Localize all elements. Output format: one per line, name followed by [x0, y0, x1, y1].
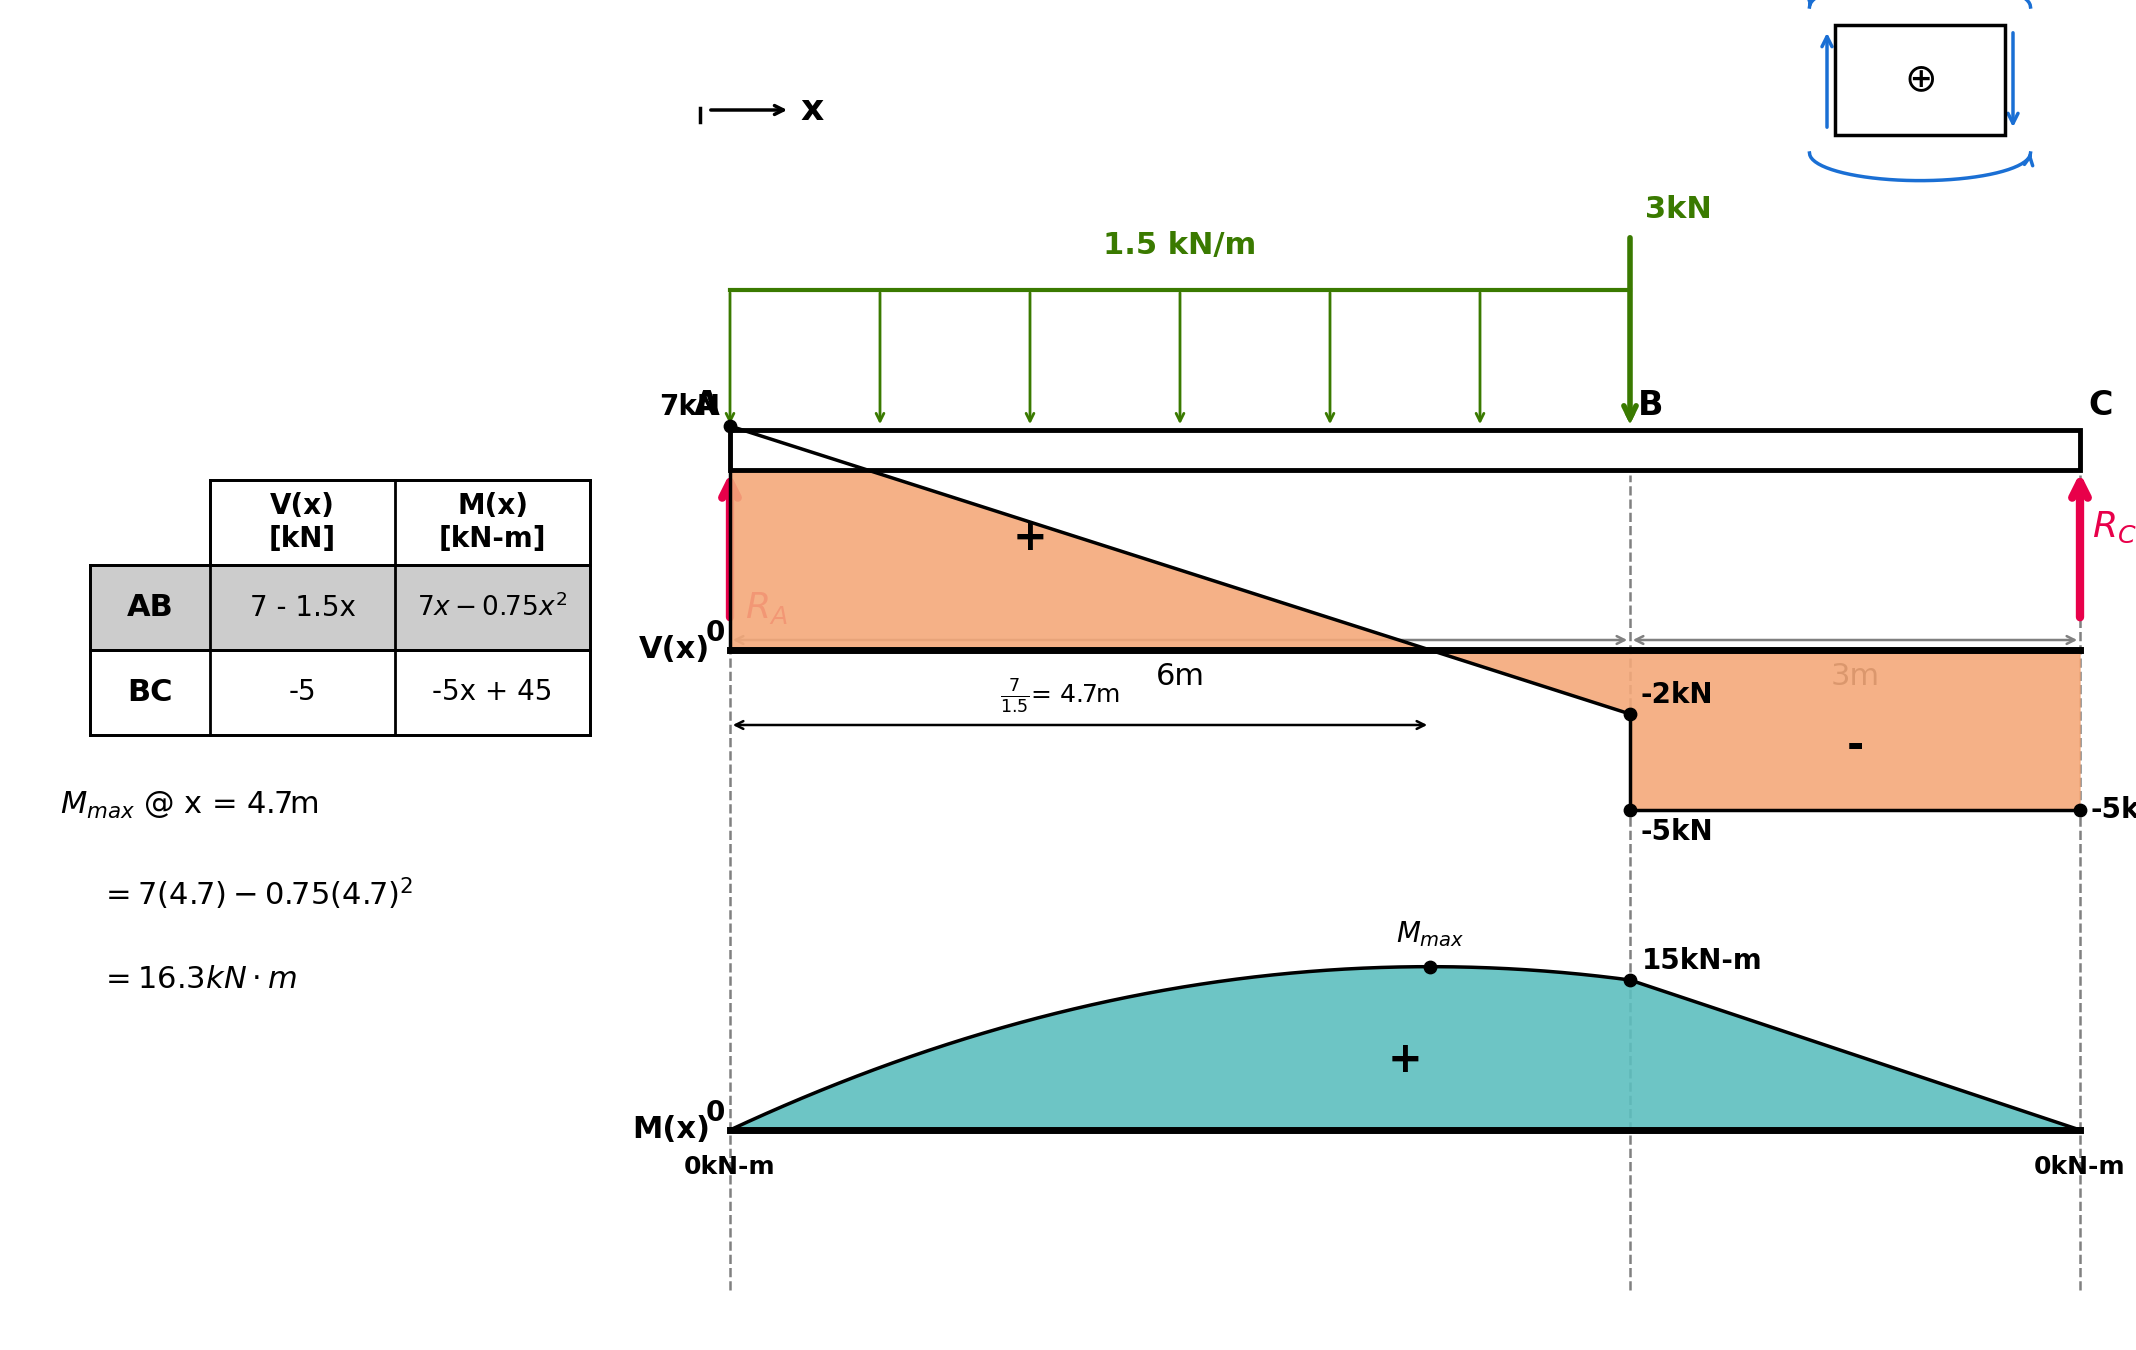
- Text: 6m: 6m: [1156, 662, 1205, 691]
- Bar: [90, 649, 590, 734]
- Text: +: +: [1012, 517, 1047, 559]
- Text: -5kN: -5kN: [2089, 796, 2136, 824]
- Text: -5x + 45: -5x + 45: [431, 679, 553, 706]
- Text: M(x): M(x): [632, 1115, 709, 1145]
- Point: [1412, 956, 1446, 977]
- Bar: [209, 481, 590, 566]
- Text: 0: 0: [705, 620, 724, 647]
- Text: $\frac{7}{1.5}$= 4.7m: $\frac{7}{1.5}$= 4.7m: [1000, 678, 1119, 716]
- Bar: [90, 566, 590, 649]
- Text: 0: 0: [705, 1099, 724, 1127]
- Text: -5: -5: [288, 679, 316, 706]
- Text: 0kN-m: 0kN-m: [684, 1156, 775, 1179]
- Text: 7 - 1.5x: 7 - 1.5x: [250, 594, 355, 621]
- Point: [2063, 799, 2098, 821]
- Point: [1613, 703, 1647, 725]
- Text: B: B: [1638, 389, 1664, 423]
- Text: +: +: [1388, 1040, 1423, 1081]
- Text: A: A: [694, 389, 720, 423]
- Text: M(x)
[kN-m]: M(x) [kN-m]: [438, 493, 547, 552]
- Text: AB: AB: [126, 593, 173, 622]
- Text: 1.5 kN/m: 1.5 kN/m: [1104, 231, 1256, 261]
- Text: V(x)
[kN]: V(x) [kN]: [269, 493, 335, 552]
- Point: [1613, 969, 1647, 991]
- Polygon shape: [1429, 649, 2080, 810]
- Text: BC: BC: [128, 678, 173, 707]
- Text: $M_{max}$ @ x = 4.7m: $M_{max}$ @ x = 4.7m: [60, 790, 318, 821]
- Text: $R_C$: $R_C$: [2091, 510, 2136, 545]
- Text: 3m: 3m: [1831, 662, 1880, 691]
- Text: $\oplus$: $\oplus$: [1905, 61, 1935, 99]
- Text: $= 16.3kN \cdot m$: $= 16.3kN \cdot m$: [100, 965, 297, 994]
- Text: $= 7(4.7) - 0.75(4.7)^2$: $= 7(4.7) - 0.75(4.7)^2$: [100, 875, 414, 911]
- Polygon shape: [731, 427, 1429, 649]
- Polygon shape: [731, 967, 2080, 1130]
- Text: -: -: [1846, 725, 1863, 767]
- Text: -5kN: -5kN: [1640, 818, 1713, 846]
- Point: [1613, 799, 1647, 821]
- Bar: [731, 431, 2080, 470]
- Text: $7x - 0.75x^2$: $7x - 0.75x^2$: [417, 593, 568, 622]
- Point: [713, 416, 748, 437]
- Text: 0kN-m: 0kN-m: [2033, 1156, 2125, 1179]
- Text: -2kN: -2kN: [1640, 680, 1713, 709]
- Bar: [1835, 26, 2006, 135]
- Text: $M_{max}$: $M_{max}$: [1395, 919, 1465, 949]
- Text: C: C: [2089, 389, 2113, 423]
- Text: 3kN: 3kN: [1645, 196, 1711, 224]
- Text: 15kN-m: 15kN-m: [1643, 946, 1762, 975]
- Text: x: x: [801, 93, 822, 127]
- Text: V(x): V(x): [639, 636, 709, 664]
- Text: $R_A$: $R_A$: [745, 590, 788, 626]
- Text: 7kN: 7kN: [660, 393, 720, 421]
